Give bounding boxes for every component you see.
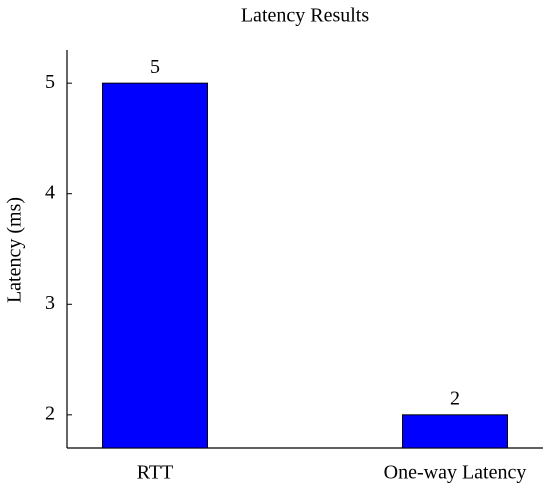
value-label: 2 — [450, 387, 460, 409]
y-tick-label: 2 — [45, 402, 55, 424]
x-tick-label: One-way Latency — [384, 462, 527, 484]
y-tick-label: 3 — [45, 292, 55, 314]
y-tick-label: 4 — [45, 181, 55, 203]
bar — [402, 414, 508, 449]
value-label: 5 — [150, 56, 160, 78]
y-tick-label: 5 — [45, 71, 55, 93]
y-axis-label: Latency (ms) — [4, 197, 26, 303]
chart-title: Latency Results — [241, 5, 370, 27]
x-tick-label: RTT — [137, 462, 174, 484]
bar — [102, 82, 208, 449]
